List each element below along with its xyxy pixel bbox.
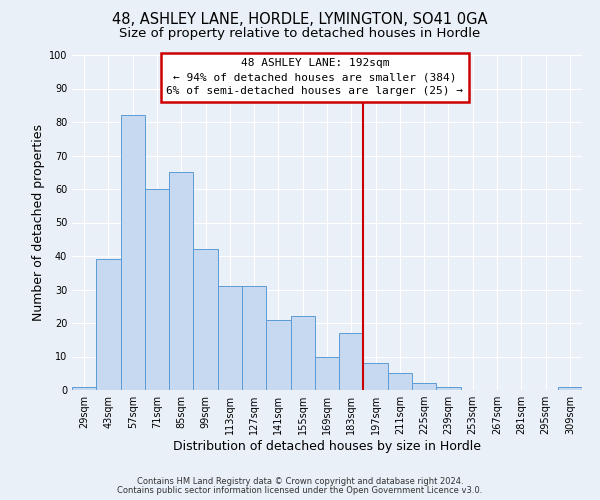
Text: 48, ASHLEY LANE, HORDLE, LYMINGTON, SO41 0GA: 48, ASHLEY LANE, HORDLE, LYMINGTON, SO41… [112, 12, 488, 28]
Text: 48 ASHLEY LANE: 192sqm
← 94% of detached houses are smaller (384)
6% of semi-det: 48 ASHLEY LANE: 192sqm ← 94% of detached… [166, 58, 463, 96]
Bar [96, 260, 121, 390]
Bar [339, 333, 364, 390]
Text: Contains public sector information licensed under the Open Government Licence v3: Contains public sector information licen… [118, 486, 482, 495]
Bar [290, 316, 315, 390]
Bar [388, 373, 412, 390]
Text: Size of property relative to detached houses in Hordle: Size of property relative to detached ho… [119, 28, 481, 40]
Bar [242, 286, 266, 390]
Bar [364, 363, 388, 390]
Bar [218, 286, 242, 390]
Text: Contains HM Land Registry data © Crown copyright and database right 2024.: Contains HM Land Registry data © Crown c… [137, 477, 463, 486]
Bar [436, 386, 461, 390]
Y-axis label: Number of detached properties: Number of detached properties [32, 124, 44, 321]
Bar [193, 250, 218, 390]
Bar [145, 189, 169, 390]
Bar [72, 386, 96, 390]
Bar [315, 356, 339, 390]
X-axis label: Distribution of detached houses by size in Hordle: Distribution of detached houses by size … [173, 440, 481, 453]
Bar [169, 172, 193, 390]
Bar [121, 116, 145, 390]
Bar [412, 384, 436, 390]
Bar [266, 320, 290, 390]
Bar [558, 386, 582, 390]
